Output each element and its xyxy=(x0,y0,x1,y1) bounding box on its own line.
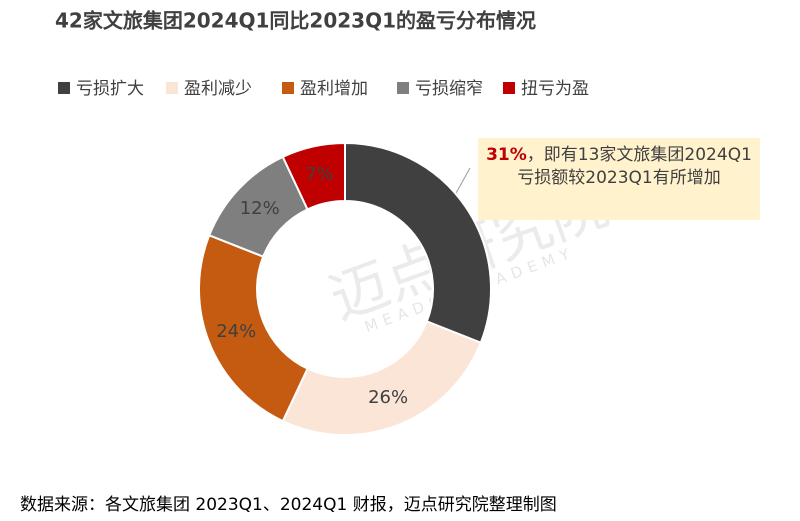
donut-slice xyxy=(281,141,346,211)
data-label: 26% xyxy=(368,387,408,408)
legend-swatch xyxy=(282,82,294,94)
annotation-highlight: 31% xyxy=(486,145,527,165)
legend-swatch xyxy=(58,82,70,94)
legend-swatch xyxy=(166,82,178,94)
annotation-text: ，即有13家文旅集团2024Q1亏损额较2023Q1有所增加 xyxy=(517,145,752,188)
legend-label: 盈利减少 xyxy=(184,79,252,99)
annotation: 31%，即有13家文旅集团2024Q1亏损额较2023Q1有所增加 xyxy=(478,138,760,220)
legend-label: 亏损扩大 xyxy=(76,79,144,99)
legend-label: 扭亏为盈 xyxy=(521,79,589,99)
legend-label: 亏损缩窄 xyxy=(415,79,483,99)
legend-swatch xyxy=(397,82,409,94)
legend-swatch xyxy=(503,82,515,94)
data-label: 12% xyxy=(240,198,280,219)
chart-title: 42家文旅集团2024Q1同比2023Q1的盈亏分布情况 xyxy=(55,9,536,33)
legend-label: 盈利增加 xyxy=(300,79,368,99)
source-note: 数据来源：各文旅集团 2023Q1、2024Q1 财报，迈点研究院整理制图 xyxy=(20,495,557,515)
data-label: 7% xyxy=(305,164,334,185)
donut-slice xyxy=(198,233,309,423)
donut-slice xyxy=(281,320,483,436)
donut-slice xyxy=(344,141,492,345)
data-label: 24% xyxy=(216,321,256,342)
